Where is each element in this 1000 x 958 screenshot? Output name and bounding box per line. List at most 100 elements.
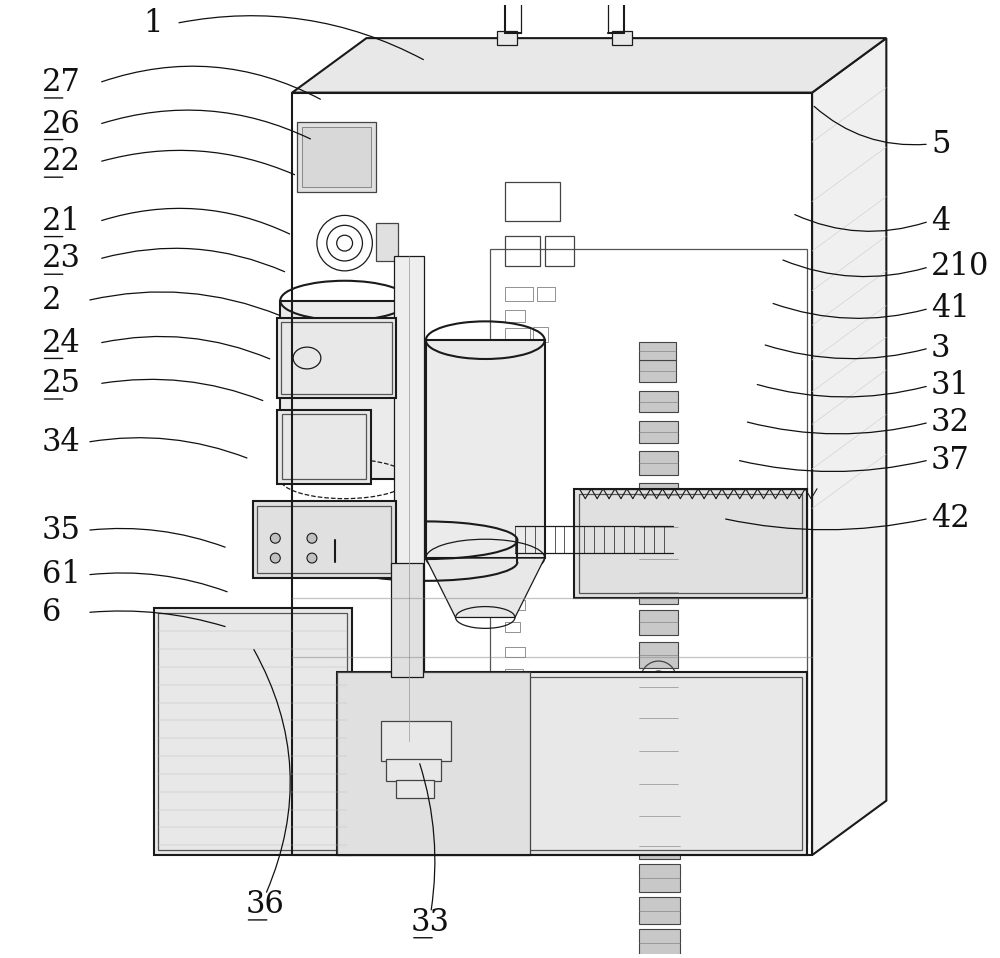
Bar	[505, 669, 523, 679]
Circle shape	[270, 553, 280, 563]
Bar	[277, 409, 371, 484]
Bar	[505, 692, 525, 701]
Polygon shape	[426, 559, 545, 618]
Circle shape	[307, 534, 317, 543]
Polygon shape	[292, 38, 886, 93]
Bar	[505, 388, 523, 398]
Text: 25: 25	[42, 368, 81, 399]
Bar	[537, 286, 555, 301]
Text: 24: 24	[42, 328, 80, 358]
Bar	[337, 672, 807, 855]
Bar	[505, 368, 527, 377]
Polygon shape	[812, 38, 886, 855]
Bar	[505, 353, 523, 362]
Bar	[394, 256, 424, 741]
Bar	[639, 609, 678, 635]
Bar	[342, 677, 802, 850]
Text: 4: 4	[931, 206, 950, 237]
Text: 23: 23	[42, 243, 81, 275]
Bar	[505, 737, 527, 746]
Text: 32: 32	[931, 407, 970, 438]
Bar	[505, 600, 525, 609]
Bar	[639, 803, 680, 829]
Bar	[505, 804, 523, 813]
Bar	[505, 329, 530, 340]
Bar	[505, 513, 523, 523]
Bar	[639, 897, 680, 924]
Bar	[505, 490, 527, 501]
Text: 6: 6	[42, 597, 61, 628]
Bar	[505, 534, 520, 543]
Bar	[277, 318, 396, 398]
Bar	[639, 580, 678, 604]
Bar	[505, 286, 533, 301]
Bar	[639, 360, 676, 382]
Text: 41: 41	[931, 293, 970, 324]
Bar	[545, 237, 574, 266]
Text: 3: 3	[931, 332, 950, 364]
Text: 210: 210	[931, 251, 989, 283]
Bar	[505, 310, 525, 322]
Bar	[253, 501, 396, 578]
Bar	[505, 578, 523, 588]
Bar	[612, 32, 632, 45]
Bar	[158, 612, 347, 850]
Circle shape	[270, 534, 280, 543]
Bar	[639, 642, 678, 668]
Bar	[639, 739, 678, 764]
Bar	[639, 929, 680, 957]
Bar	[639, 451, 678, 475]
Bar	[505, 449, 525, 459]
Bar	[505, 715, 523, 724]
Bar	[154, 607, 352, 855]
Bar	[280, 301, 409, 479]
Bar	[386, 759, 441, 781]
Bar	[639, 864, 680, 892]
Bar	[497, 32, 517, 45]
Text: 2: 2	[42, 285, 61, 316]
Text: 36: 36	[246, 889, 284, 921]
Bar	[391, 563, 423, 677]
Bar	[639, 673, 678, 699]
Bar	[639, 483, 678, 507]
Text: 5: 5	[931, 128, 950, 160]
Bar	[639, 833, 680, 859]
Text: 21: 21	[42, 206, 81, 237]
Bar	[297, 123, 376, 192]
Text: 27: 27	[42, 67, 80, 99]
Bar	[579, 493, 802, 593]
Bar	[505, 781, 525, 790]
Text: 35: 35	[42, 514, 81, 546]
Bar	[282, 415, 366, 479]
Bar	[529, 388, 543, 399]
Bar	[490, 249, 807, 843]
Bar	[302, 127, 371, 187]
Text: 42: 42	[931, 503, 970, 534]
Bar	[505, 182, 560, 221]
Text: 31: 31	[931, 370, 970, 401]
Bar	[639, 342, 676, 360]
Bar	[533, 328, 548, 342]
Bar	[639, 771, 678, 797]
Bar	[381, 721, 451, 761]
Bar	[505, 648, 525, 657]
Bar	[639, 706, 678, 731]
Bar	[257, 506, 391, 573]
Bar	[639, 515, 678, 539]
Circle shape	[307, 553, 317, 563]
Text: 34: 34	[42, 426, 80, 458]
Text: 33: 33	[411, 907, 450, 938]
Bar	[639, 391, 678, 413]
Bar	[505, 471, 523, 481]
Bar	[376, 223, 398, 261]
Bar	[396, 780, 434, 798]
Bar	[505, 556, 525, 566]
Polygon shape	[505, 717, 530, 746]
Bar	[337, 672, 530, 855]
Bar	[505, 409, 525, 420]
Bar	[281, 322, 392, 394]
Bar	[639, 422, 678, 444]
Text: 26: 26	[42, 109, 80, 140]
Bar	[505, 237, 540, 266]
Text: 22: 22	[42, 147, 81, 177]
